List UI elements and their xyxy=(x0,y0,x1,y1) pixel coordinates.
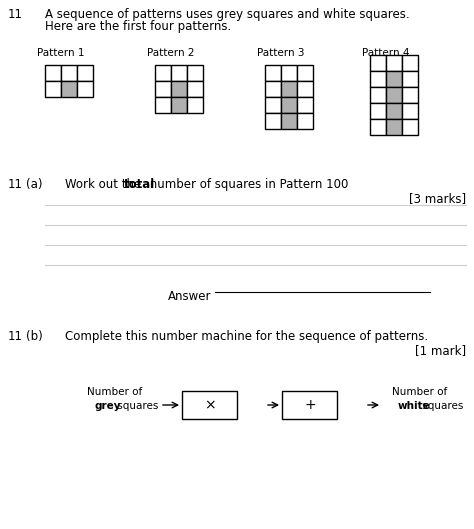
Bar xyxy=(386,119,402,135)
Text: ×: × xyxy=(204,398,216,412)
Bar xyxy=(171,97,187,113)
Text: (b): (b) xyxy=(26,330,43,343)
Bar xyxy=(402,71,418,87)
Bar xyxy=(402,55,418,71)
Text: Here are the first four patterns.: Here are the first four patterns. xyxy=(45,20,231,33)
Text: [1 mark]: [1 mark] xyxy=(415,344,466,357)
Bar xyxy=(265,81,281,97)
Bar xyxy=(155,97,171,113)
Bar xyxy=(61,65,77,81)
Bar xyxy=(402,87,418,103)
Bar xyxy=(370,119,386,135)
Bar xyxy=(370,87,386,103)
Bar xyxy=(370,71,386,87)
Bar xyxy=(386,87,402,103)
Bar xyxy=(297,97,313,113)
Text: Pattern 3: Pattern 3 xyxy=(257,48,305,58)
Bar xyxy=(297,65,313,81)
Bar xyxy=(77,81,93,97)
Bar xyxy=(386,103,402,119)
Text: 11: 11 xyxy=(8,330,23,343)
Bar xyxy=(187,65,203,81)
Bar xyxy=(370,55,386,71)
Bar xyxy=(281,97,297,113)
Text: Pattern 2: Pattern 2 xyxy=(147,48,195,58)
Bar xyxy=(155,65,171,81)
Bar xyxy=(370,103,386,119)
Bar xyxy=(281,65,297,81)
Text: (a): (a) xyxy=(26,178,43,191)
Bar xyxy=(265,97,281,113)
Text: 11: 11 xyxy=(8,178,23,191)
Text: Work out the: Work out the xyxy=(65,178,145,191)
Bar xyxy=(402,119,418,135)
Bar xyxy=(281,81,297,97)
Text: squares: squares xyxy=(114,401,158,411)
Bar xyxy=(77,65,93,81)
Bar xyxy=(386,55,402,71)
Bar xyxy=(281,113,297,129)
Bar xyxy=(61,81,77,97)
Text: 11: 11 xyxy=(8,8,23,21)
Bar xyxy=(171,65,187,81)
Text: +: + xyxy=(304,398,316,412)
Bar xyxy=(182,391,237,419)
Text: Complete this number machine for the sequence of patterns.: Complete this number machine for the seq… xyxy=(65,330,428,343)
Text: A sequence of patterns uses grey squares and white squares.: A sequence of patterns uses grey squares… xyxy=(45,8,410,21)
Text: total: total xyxy=(124,178,155,191)
Bar xyxy=(386,71,402,87)
Text: Number of: Number of xyxy=(392,387,447,397)
Text: Pattern 1: Pattern 1 xyxy=(37,48,85,58)
Bar xyxy=(45,81,61,97)
Text: Pattern 4: Pattern 4 xyxy=(362,48,410,58)
Bar xyxy=(171,81,187,97)
Text: grey: grey xyxy=(95,401,121,411)
Bar xyxy=(297,81,313,97)
Text: number of squares in Pattern 100: number of squares in Pattern 100 xyxy=(146,178,348,191)
Text: Number of: Number of xyxy=(87,387,143,397)
Text: Answer: Answer xyxy=(168,290,211,303)
Text: [3 marks]: [3 marks] xyxy=(409,192,466,205)
Bar xyxy=(187,97,203,113)
Bar xyxy=(155,81,171,97)
Bar xyxy=(265,65,281,81)
Text: squares: squares xyxy=(419,401,464,411)
Bar xyxy=(402,103,418,119)
Bar xyxy=(187,81,203,97)
Text: white: white xyxy=(398,401,431,411)
Bar xyxy=(283,391,337,419)
Bar xyxy=(45,65,61,81)
Bar xyxy=(265,113,281,129)
Bar xyxy=(297,113,313,129)
